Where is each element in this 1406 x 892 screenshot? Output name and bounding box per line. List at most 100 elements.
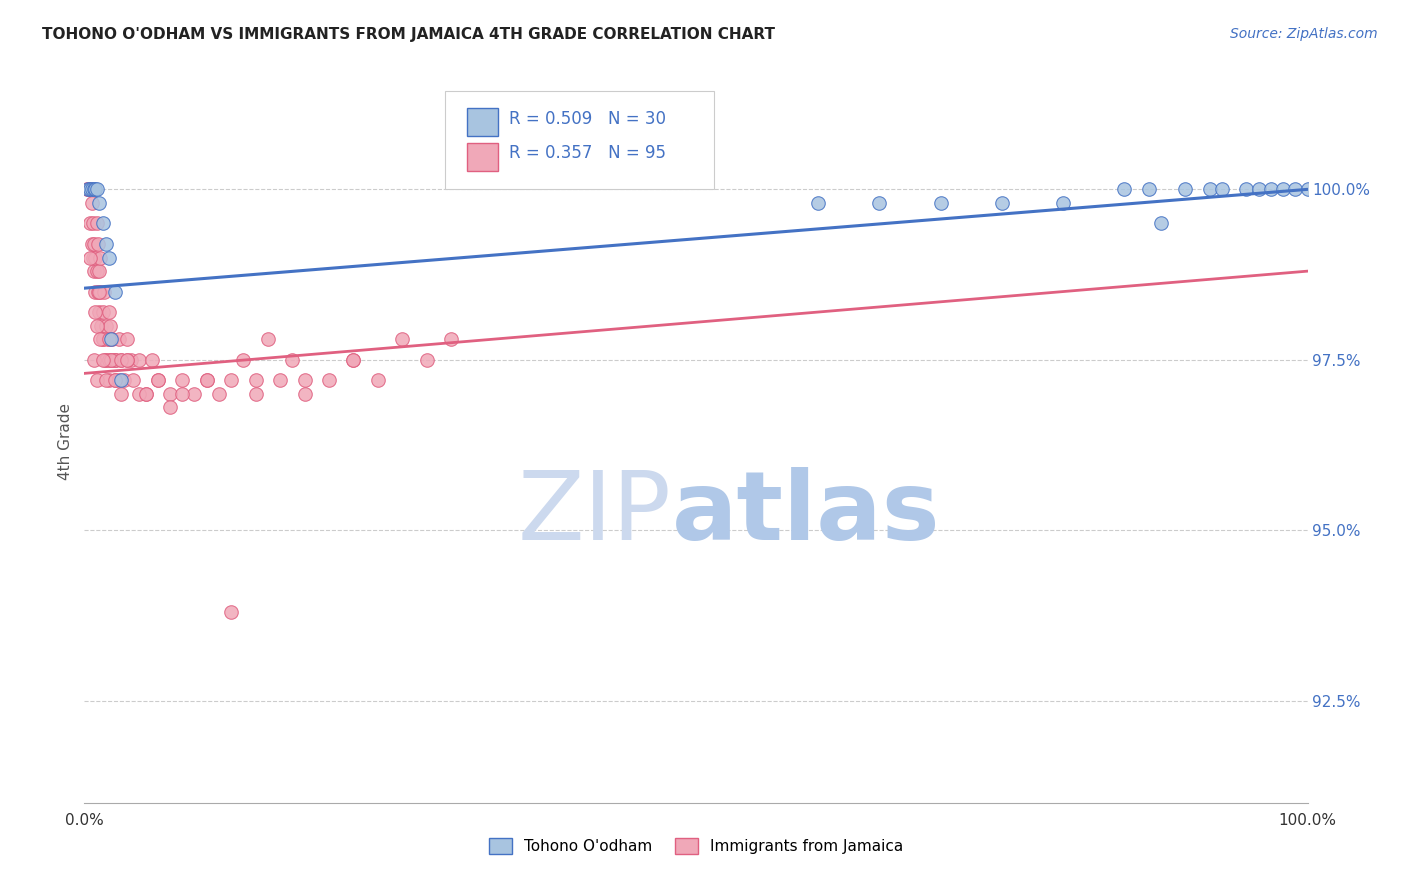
- Point: [110, 387, 132, 401]
- Point: [105, 352, 128, 367]
- Point: [115, 352, 138, 367]
- Point: [91, 216, 114, 230]
- Point: [89, 251, 111, 265]
- Point: [1174, 182, 1197, 196]
- Point: [79, 216, 101, 230]
- Point: [416, 352, 439, 367]
- Point: [82, 216, 104, 230]
- Point: [1296, 182, 1319, 196]
- Point: [183, 387, 205, 401]
- Point: [98, 318, 121, 333]
- Point: [86, 318, 108, 333]
- Point: [89, 332, 111, 346]
- Point: [80, 236, 103, 251]
- Point: [120, 352, 142, 367]
- Point: [115, 352, 138, 367]
- Point: [77, 182, 100, 196]
- Point: [97, 352, 120, 367]
- Point: [245, 373, 267, 387]
- Text: TOHONO O'ODHAM VS IMMIGRANTS FROM JAMAICA 4TH GRADE CORRELATION CHART: TOHONO O'ODHAM VS IMMIGRANTS FROM JAMAIC…: [42, 27, 775, 42]
- Point: [96, 236, 118, 251]
- Point: [79, 182, 101, 196]
- Point: [1284, 182, 1306, 196]
- Point: [195, 373, 218, 387]
- Point: [1247, 182, 1270, 196]
- Point: [110, 373, 132, 387]
- Point: [110, 352, 132, 367]
- Point: [245, 387, 267, 401]
- Text: R = 0.509   N = 30: R = 0.509 N = 30: [509, 110, 666, 128]
- Point: [1150, 216, 1173, 230]
- Point: [79, 251, 101, 265]
- Point: [1114, 182, 1136, 196]
- Point: [100, 352, 122, 367]
- Point: [77, 182, 100, 196]
- Point: [135, 387, 157, 401]
- Point: [991, 196, 1014, 211]
- Point: [929, 196, 952, 211]
- Point: [84, 285, 107, 299]
- Point: [87, 196, 110, 211]
- Point: [367, 373, 389, 387]
- Point: [440, 332, 463, 346]
- Point: [84, 182, 107, 196]
- Y-axis label: 4th Grade: 4th Grade: [58, 403, 73, 480]
- Point: [135, 387, 157, 401]
- Point: [97, 332, 120, 346]
- Point: [122, 373, 145, 387]
- Point: [87, 305, 110, 319]
- Point: [104, 373, 127, 387]
- Legend: Tohono O'odham, Immigrants from Jamaica: Tohono O'odham, Immigrants from Jamaica: [482, 832, 910, 860]
- Point: [342, 352, 364, 367]
- Point: [1052, 196, 1074, 211]
- Point: [101, 332, 124, 346]
- Point: [87, 264, 110, 278]
- Point: [128, 352, 150, 367]
- Point: [91, 305, 114, 319]
- Point: [87, 285, 110, 299]
- Point: [1236, 182, 1258, 196]
- Point: [89, 285, 111, 299]
- Point: [86, 373, 108, 387]
- Point: [90, 318, 112, 333]
- Point: [1137, 182, 1160, 196]
- Point: [294, 387, 316, 401]
- Point: [219, 605, 242, 619]
- Point: [77, 182, 100, 196]
- Point: [87, 236, 110, 251]
- Text: atlas: atlas: [672, 467, 941, 560]
- Point: [91, 332, 114, 346]
- Point: [281, 352, 304, 367]
- Point: [318, 373, 340, 387]
- Point: [100, 352, 122, 367]
- Point: [83, 352, 105, 367]
- Point: [146, 373, 169, 387]
- Point: [80, 196, 103, 211]
- Point: [391, 332, 413, 346]
- Point: [100, 332, 122, 346]
- Point: [97, 373, 120, 387]
- Point: [86, 216, 108, 230]
- Point: [128, 387, 150, 401]
- Point: [1198, 182, 1220, 196]
- Point: [82, 251, 104, 265]
- Point: [342, 352, 364, 367]
- Point: [104, 352, 127, 367]
- Point: [172, 387, 194, 401]
- Point: [869, 196, 891, 211]
- Point: [86, 182, 108, 196]
- Point: [146, 373, 169, 387]
- Point: [97, 305, 120, 319]
- Point: [112, 373, 135, 387]
- Point: [232, 352, 254, 367]
- FancyBboxPatch shape: [467, 109, 498, 136]
- Point: [172, 373, 194, 387]
- Point: [86, 264, 108, 278]
- Point: [1260, 182, 1282, 196]
- Point: [257, 332, 280, 346]
- Point: [94, 352, 117, 367]
- Point: [84, 251, 107, 265]
- Point: [84, 305, 107, 319]
- FancyBboxPatch shape: [467, 143, 498, 170]
- Point: [208, 387, 231, 401]
